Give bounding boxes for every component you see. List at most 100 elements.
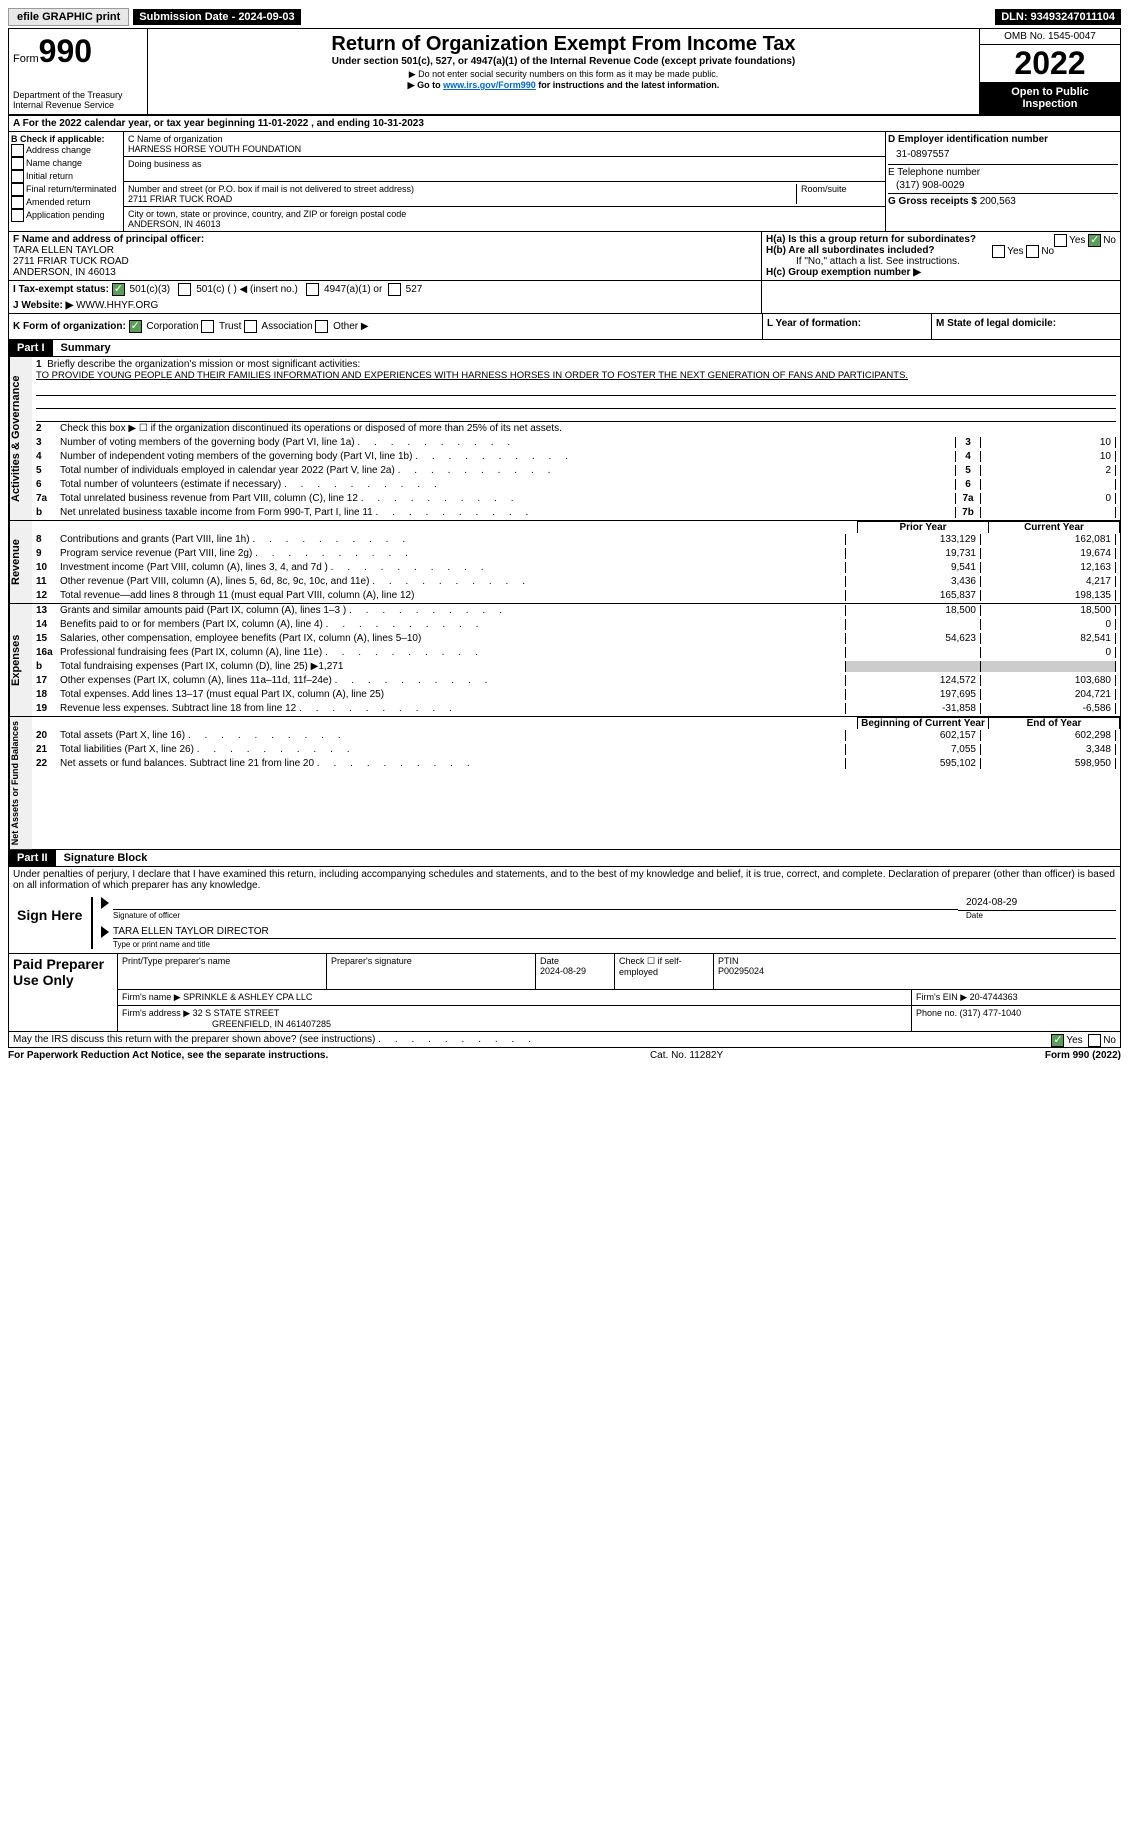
l5n: 5 xyxy=(36,465,60,476)
l20p: 602,157 xyxy=(845,730,981,741)
cb-pending[interactable] xyxy=(11,209,24,222)
l18p: 197,695 xyxy=(845,689,981,700)
lbl-final: Final return/terminated xyxy=(26,184,117,194)
sign-here-label: Sign Here xyxy=(13,897,91,933)
l12t: Total revenue—add lines 8 through 11 (mu… xyxy=(60,590,845,601)
part2-title: Signature Block xyxy=(56,850,156,866)
cb-assoc[interactable] xyxy=(244,320,257,333)
part1-num: Part I xyxy=(9,340,53,356)
hdr-end: End of Year xyxy=(989,717,1120,729)
firm-addr2: GREENFIELD, IN 461407285 xyxy=(122,1019,331,1029)
footer-left: For Paperwork Reduction Act Notice, see … xyxy=(8,1050,328,1061)
l4v: 10 xyxy=(981,451,1116,462)
l5v: 2 xyxy=(981,465,1116,476)
l11t: Other revenue (Part VIII, column (A), li… xyxy=(60,576,845,587)
cb-other[interactable] xyxy=(315,320,328,333)
cb-trust[interactable] xyxy=(201,320,214,333)
arrow-icon-2 xyxy=(101,926,109,938)
prep-h5: PTIN xyxy=(718,956,739,966)
prep-date: 2024-08-29 xyxy=(540,966,586,976)
prep-h4: Check ☐ if self-employed xyxy=(615,954,714,990)
cb-name[interactable] xyxy=(11,157,24,170)
lbl-name: Name change xyxy=(26,158,82,168)
blank-1 xyxy=(36,383,1116,396)
l5t: Total number of individuals employed in … xyxy=(60,465,955,476)
l16bn: b xyxy=(36,661,60,672)
l15t: Salaries, other compensation, employee b… xyxy=(60,633,845,644)
sig-date: 2024-08-29 xyxy=(958,897,1116,911)
l14n: 14 xyxy=(36,619,60,630)
line1-label: Briefly describe the organization's miss… xyxy=(47,359,360,370)
l16ap xyxy=(845,647,981,658)
l17c: 103,680 xyxy=(981,675,1116,686)
l20t: Total assets (Part X, line 16) xyxy=(60,730,845,741)
room-label: Room/suite xyxy=(796,184,881,204)
cb-501c[interactable] xyxy=(178,283,191,296)
cb-527[interactable] xyxy=(388,283,401,296)
l22p: 595,102 xyxy=(845,758,981,769)
row-a-dates: A For the 2022 calendar year, or tax yea… xyxy=(8,116,1121,132)
open-public: Open to Public Inspection xyxy=(980,82,1120,114)
omb-number: OMB No. 1545-0047 xyxy=(980,29,1120,45)
l16at: Professional fundraising fees (Part IX, … xyxy=(60,647,845,658)
sig-declaration: Under penalties of perjury, I declare th… xyxy=(8,867,1121,893)
j-label: J Website: ▶ xyxy=(13,300,76,311)
firm-addr1: 32 S STATE STREET xyxy=(193,1008,280,1018)
mission-text: TO PROVIDE YOUNG PEOPLE AND THEIR FAMILI… xyxy=(36,370,908,381)
prep-h3: Date xyxy=(540,956,559,966)
irs-label: Internal Revenue Service xyxy=(13,100,143,110)
l19n: 19 xyxy=(36,703,60,714)
l18t: Total expenses. Add lines 13–17 (must eq… xyxy=(60,689,845,700)
org-name: HARNESS HORSE YOUTH FOUNDATION xyxy=(128,144,301,154)
opt-4947: 4947(a)(1) or xyxy=(324,284,382,295)
footer: For Paperwork Reduction Act Notice, see … xyxy=(8,1048,1121,1061)
note-goto: ▶ Go to xyxy=(408,80,443,90)
l6t: Total number of volunteers (estimate if … xyxy=(60,479,955,490)
f-label: F Name and address of principal officer: xyxy=(13,234,204,245)
opt-527: 527 xyxy=(406,284,423,295)
irs-discuss-row: May the IRS discuss this return with the… xyxy=(8,1032,1121,1048)
l7bn: b xyxy=(36,507,60,518)
irs-link[interactable]: www.irs.gov/Form990 xyxy=(443,80,536,90)
addr-lbl: Firm's address ▶ xyxy=(122,1008,193,1018)
cb-final[interactable] xyxy=(11,183,24,196)
l7bv xyxy=(981,507,1116,518)
cb-amended[interactable] xyxy=(11,196,24,209)
activities-section: Activities & Governance 1 Briefly descri… xyxy=(8,357,1121,521)
cb-initial[interactable] xyxy=(11,170,24,183)
lbl-pending: Application pending xyxy=(26,210,105,220)
ha-label: H(a) Is this a group return for subordin… xyxy=(766,234,976,245)
efile-btn[interactable]: efile GRAPHIC print xyxy=(8,8,129,26)
sig-name-lbl: Type or print name and title xyxy=(101,940,1116,949)
cb-address[interactable] xyxy=(11,144,24,157)
prep-h2: Preparer's signature xyxy=(327,954,536,990)
cb-hb-no[interactable] xyxy=(1026,245,1039,258)
l8n: 8 xyxy=(36,534,60,545)
city: ANDERSON, IN 46013 xyxy=(128,219,221,229)
cb-corp[interactable] xyxy=(129,320,142,333)
l21c: 3,348 xyxy=(981,744,1116,755)
l6v xyxy=(981,479,1116,490)
expenses-section: Expenses 13Grants and similar amounts pa… xyxy=(8,604,1121,717)
cb-4947[interactable] xyxy=(306,283,319,296)
part2-header: Part II Signature Block xyxy=(8,850,1121,867)
cb-ha-yes[interactable] xyxy=(1054,234,1067,247)
irs-discuss: May the IRS discuss this return with the… xyxy=(13,1034,531,1045)
l9c: 19,674 xyxy=(981,548,1116,559)
l3v: 10 xyxy=(981,437,1116,448)
cb-hb-yes[interactable] xyxy=(992,245,1005,258)
l17t: Other expenses (Part IX, column (A), lin… xyxy=(60,675,845,686)
cb-501c3[interactable] xyxy=(112,283,125,296)
l12p: 165,837 xyxy=(845,590,981,601)
l17p: 124,572 xyxy=(845,675,981,686)
l16an: 16a xyxy=(36,647,60,658)
l9p: 19,731 xyxy=(845,548,981,559)
l9n: 9 xyxy=(36,548,60,559)
street-label: Number and street (or P.O. box if mail i… xyxy=(128,184,414,194)
cb-discuss-yes[interactable] xyxy=(1051,1034,1064,1047)
cb-discuss-no[interactable] xyxy=(1088,1034,1101,1047)
l15c: 82,541 xyxy=(981,633,1116,644)
cb-ha-no[interactable] xyxy=(1088,234,1101,247)
tel-label: E Telephone number xyxy=(888,164,1118,178)
l14t: Benefits paid to or for members (Part IX… xyxy=(60,619,845,630)
